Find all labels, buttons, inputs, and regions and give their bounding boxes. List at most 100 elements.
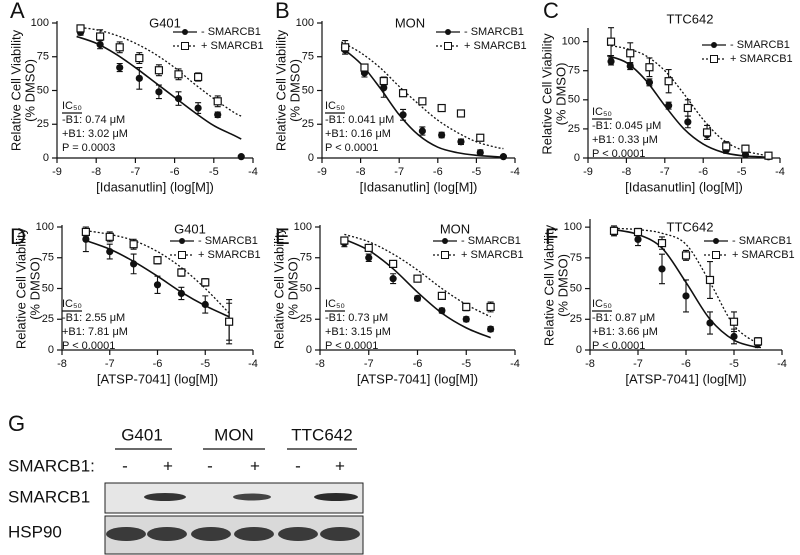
y-axis-label: Relative Cell Viability <box>539 33 554 155</box>
point <box>609 226 619 235</box>
point <box>399 111 407 119</box>
x-tick-label: -8 <box>622 166 632 178</box>
y-tick-label: 100 <box>564 221 582 233</box>
chart-title: G401 <box>174 221 206 236</box>
annotation: -B1: 0.73 μM <box>325 312 388 324</box>
y-tick-label: 50 <box>568 94 580 106</box>
annotation: -B1: 0.045 μM <box>592 120 661 132</box>
legend-marker <box>442 238 448 244</box>
legend-marker <box>712 251 720 259</box>
point <box>438 131 446 139</box>
annotation: P < 0.0001 <box>592 340 645 352</box>
x-tick-label: -6 <box>170 166 180 178</box>
chart-title: G401 <box>149 15 181 30</box>
legend-label: + SMARCB1 <box>732 249 795 261</box>
annotation: -B1: 2.55 μM <box>62 312 125 324</box>
legend-marker <box>711 42 717 48</box>
point <box>681 251 691 260</box>
annotation: -B1: 0.74 μM <box>62 114 125 126</box>
x-tick-label: -9 <box>583 166 593 178</box>
cell-line-label: TTC642 <box>291 425 352 444</box>
y-tick-label: 50 <box>302 84 314 96</box>
x-tick-label: -8 <box>585 358 595 370</box>
point <box>340 236 349 245</box>
y-tick-label: 50 <box>300 282 312 294</box>
x-tick-label: -5 <box>209 166 219 178</box>
annotation: +B1: 3.15 μM <box>325 326 391 338</box>
y-tick-label: 100 <box>562 36 580 48</box>
point <box>634 235 642 244</box>
point <box>153 256 162 265</box>
x-tick-label: -8 <box>91 166 101 178</box>
y-tick-label: 0 <box>48 344 54 356</box>
annotation: +B1: 3.66 μM <box>592 326 658 338</box>
point <box>380 84 388 92</box>
point <box>645 63 654 72</box>
point <box>658 265 666 273</box>
point <box>225 317 234 326</box>
point <box>105 232 114 241</box>
annotation: +B1: 0.33 μM <box>592 134 658 146</box>
annotation: IC₅₀ <box>62 298 82 310</box>
point <box>741 144 750 153</box>
y-tick-label: 100 <box>31 17 49 29</box>
protein-label: HSP90 <box>8 522 62 541</box>
x-tick-label: -5 <box>461 358 471 370</box>
y-tick-label: 75 <box>300 252 312 264</box>
legend-label: - SMARCB1 <box>198 235 258 247</box>
y-tick-label: 25 <box>300 313 312 325</box>
legend-marker <box>178 251 186 259</box>
fit-curve <box>340 46 504 159</box>
point <box>398 89 408 98</box>
y-tick-label: 75 <box>37 51 49 63</box>
x-tick-label: -4 <box>775 166 785 178</box>
panel-letter: A <box>10 0 25 23</box>
point <box>177 268 186 277</box>
point <box>155 88 163 96</box>
x-axis-label: [Idasanutlin] (log[M]) <box>96 179 214 194</box>
point <box>456 109 466 118</box>
x-tick-label: -7 <box>131 166 141 178</box>
band <box>234 527 274 541</box>
y-tick-label: 0 <box>576 344 582 356</box>
x-axis-label: [Idasanutlin] (log[M]) <box>625 179 743 194</box>
legend-label: + SMARCB1 <box>461 249 524 261</box>
point <box>341 43 350 52</box>
chart-title: TTC642 <box>667 219 714 234</box>
point <box>130 260 138 268</box>
y-tick-label: 50 <box>42 282 54 294</box>
legend-label: - SMARCB1 <box>732 235 792 247</box>
legend-label: + SMARCB1 <box>730 53 793 65</box>
point <box>730 332 738 341</box>
point <box>96 32 105 41</box>
point <box>486 302 495 312</box>
annotation: P < 0.0001 <box>325 142 378 154</box>
band <box>320 527 360 541</box>
protein-label: SMARCB1 <box>8 487 90 506</box>
y-tick-label: 50 <box>570 282 582 294</box>
point <box>418 127 426 135</box>
y-axis-label: (% DMSO) <box>22 59 37 122</box>
y-axis-label: (% DMSO) <box>553 63 568 126</box>
x-tick-label: -5 <box>737 166 747 178</box>
chart-title: MON <box>395 15 425 30</box>
condition-label: + <box>335 456 345 475</box>
y-tick-label: 25 <box>37 118 49 130</box>
y-tick-label: 25 <box>42 313 54 325</box>
fit-curve <box>607 44 769 157</box>
y-axis-label: Relative Cell Viability <box>13 227 28 349</box>
legend-label: + SMARCB1 <box>201 40 264 52</box>
annotation: +B1: 7.81 μM <box>62 326 128 338</box>
point <box>389 275 397 283</box>
y-tick-label: 25 <box>570 313 582 325</box>
western-blot: G G401 MON TTC642 SMARCB1: - + - + - + S… <box>8 411 364 555</box>
y-axis-label: Relative Cell Viability <box>271 227 286 349</box>
cell-line-label: G401 <box>121 425 163 444</box>
legend-marker <box>445 29 451 35</box>
point <box>499 153 508 161</box>
band <box>144 493 186 501</box>
legend-label: + SMARCB1 <box>464 40 527 52</box>
y-tick-label: 100 <box>294 221 312 233</box>
band <box>233 493 271 501</box>
y-tick-label: 75 <box>42 252 54 264</box>
